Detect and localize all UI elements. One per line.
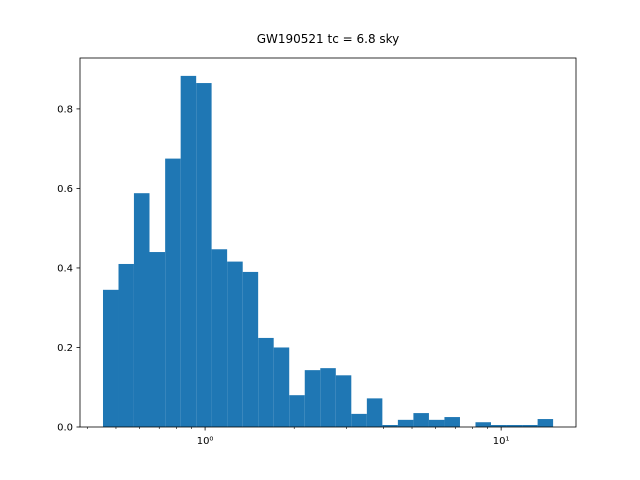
bar bbox=[304, 370, 321, 427]
plot-frame bbox=[79, 57, 577, 428]
bar bbox=[366, 398, 383, 427]
y-tick-label: 0.2 bbox=[57, 343, 73, 354]
bar bbox=[118, 263, 134, 427]
bar bbox=[273, 347, 290, 427]
bar bbox=[320, 368, 336, 427]
bar bbox=[133, 193, 150, 427]
bar bbox=[335, 375, 352, 427]
bar bbox=[506, 425, 523, 427]
bar bbox=[475, 422, 492, 427]
bar bbox=[165, 158, 181, 427]
bar bbox=[227, 261, 243, 427]
bar bbox=[102, 289, 119, 427]
bar bbox=[289, 395, 305, 427]
bar bbox=[428, 419, 445, 427]
chart-title: GW190521 tc = 6.8 sky bbox=[257, 32, 400, 46]
bar bbox=[537, 419, 554, 427]
y-tick-label: 0.8 bbox=[57, 104, 73, 115]
bar bbox=[382, 425, 398, 427]
bar bbox=[491, 425, 507, 427]
x-tick-label: 10¹ bbox=[493, 436, 510, 447]
bar bbox=[413, 413, 429, 427]
bar bbox=[258, 337, 274, 427]
bar bbox=[149, 252, 166, 427]
bar bbox=[196, 83, 212, 427]
y-tick-label: 0.6 bbox=[57, 184, 73, 195]
y-tick-label: 0.0 bbox=[57, 423, 73, 434]
bar bbox=[522, 425, 538, 427]
bar bbox=[397, 419, 414, 427]
bar bbox=[444, 417, 460, 427]
bar bbox=[351, 413, 367, 427]
y-tick-label: 0.4 bbox=[57, 263, 73, 274]
x-tick-label: 10⁰ bbox=[197, 436, 214, 447]
bar bbox=[242, 271, 259, 427]
bar bbox=[211, 249, 228, 427]
bar bbox=[180, 75, 197, 428]
